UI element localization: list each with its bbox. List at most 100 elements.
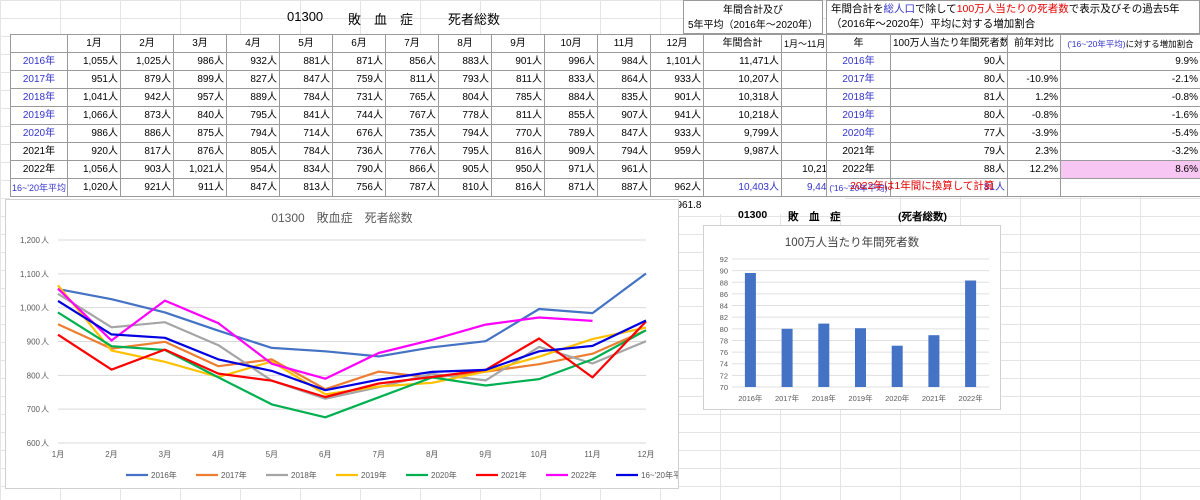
month-value: 866人 — [385, 160, 439, 179]
month-value: 907人 — [597, 106, 651, 125]
line-chart-title: 01300 敗血症 死者総数 — [271, 210, 412, 225]
month-value: 873人 — [120, 106, 174, 125]
month-value: 1,101人 — [650, 52, 704, 71]
table-row: 2018年 1,041人 942人 957人 889人 784人 731人 765人 804人 7… — [10, 88, 845, 107]
month-value: 941人 — [650, 106, 704, 125]
month-value: 810人 — [438, 178, 492, 197]
line-y-tick-unit: 人 — [41, 270, 49, 279]
year-cell: 2017年 — [826, 70, 891, 89]
year-cell: 2019年 — [826, 106, 891, 125]
series-line — [57, 272, 647, 358]
row-label: 2020年 — [10, 124, 68, 143]
month-value: 903人 — [120, 160, 174, 179]
bar-y-tick: 88 — [720, 278, 728, 287]
legend-label: 2019年 — [361, 470, 387, 480]
month-header: 12月 — [650, 34, 704, 53]
line-y-tick-unit: 人 — [41, 304, 49, 313]
month-value: 784人 — [279, 142, 333, 161]
annual-total-header-line2: 5年平均（2016年〜2020年） — [687, 20, 819, 31]
month-value: 811人 — [491, 70, 545, 89]
month-value: 1,020人 — [67, 178, 121, 197]
month-value: 794人 — [226, 124, 280, 143]
line-x-tick: 10月 — [531, 450, 548, 459]
line-x-tick: 3月 — [159, 450, 171, 459]
month-value: 911人 — [173, 178, 227, 197]
table-row: 2021年 920人 817人 876人 805人 784人 736人 776人 795人 816… — [10, 142, 845, 161]
line-x-tick: 5月 — [266, 450, 278, 459]
bar — [965, 280, 977, 387]
month-value: 954人 — [226, 160, 280, 179]
month-value: 778人 — [438, 106, 492, 125]
month-value — [650, 160, 704, 179]
annual-total: 10,218人 — [703, 106, 782, 125]
right-table-row: 2017年 80人 -10.9% -2.1% — [826, 70, 1200, 89]
legend-label: 2018年 — [291, 470, 317, 480]
annual-total: 9,799人 — [703, 124, 782, 143]
note-part-5: で表示及びその過去5年（2016年〜2020年）平均に対する増加割合 — [831, 3, 1180, 30]
month-value: 887人 — [597, 178, 651, 197]
month-value: 731人 — [332, 88, 386, 107]
year-cell: 2022年 — [826, 160, 891, 179]
month-value: 855人 — [544, 106, 598, 125]
line-x-tick: 4月 — [212, 450, 224, 459]
month-value: 804人 — [438, 88, 492, 107]
right-table-row: 2016年 90人 9.9% — [826, 52, 1200, 71]
right-table-row: 2022年 88人 12.2% 8.6% — [826, 160, 1200, 179]
month-value: 840人 — [173, 106, 227, 125]
month-value: 921人 — [120, 178, 174, 197]
row-label: 2022年 — [10, 160, 68, 179]
row-label: 2021年 — [10, 142, 68, 161]
month-value: 884人 — [544, 88, 598, 107]
bar-y-tick: 70 — [720, 383, 728, 392]
month-value: 736人 — [332, 142, 386, 161]
month-value: 785人 — [491, 88, 545, 107]
month-value: 776人 — [385, 142, 439, 161]
month-value: 794人 — [597, 142, 651, 161]
month-value: 770人 — [491, 124, 545, 143]
line-x-tick: 2月 — [105, 450, 117, 459]
month-value: 933人 — [650, 70, 704, 89]
line-y-tick-unit: 人 — [41, 338, 49, 347]
month-value: 834人 — [279, 160, 333, 179]
note-part-4: 100万人当たりの死者数 — [956, 3, 1069, 15]
month-value: 795人 — [438, 142, 492, 161]
bar-x-tick: 2016年 — [738, 393, 763, 403]
table-row: 2016年 1,055人 1,025人 986人 932人 881人 871人 856人 883… — [10, 52, 845, 71]
bar — [781, 328, 793, 387]
month-value: 787人 — [385, 178, 439, 197]
month-value: 875人 — [173, 124, 227, 143]
right-table-row: 2019年 80人 -0.8% -1.6% — [826, 106, 1200, 125]
yoy-value: 12.2% — [1007, 160, 1061, 179]
month-value: 996人 — [544, 52, 598, 71]
year-cell: 2020年 — [826, 124, 891, 143]
corner-cell — [10, 34, 68, 53]
yoy-value: -3.9% — [1007, 124, 1061, 143]
annual-total — [703, 160, 782, 179]
bar-y-tick: 90 — [720, 267, 728, 276]
annual-total: 11,471人 — [703, 52, 782, 71]
bar-x-tick: 2022年 — [959, 393, 984, 403]
line-y-tick: 1,100 — [20, 270, 41, 279]
bar-y-tick: 84 — [720, 302, 728, 311]
annual-total: 9,987人 — [703, 142, 782, 161]
vs-avg-value — [1060, 178, 1200, 197]
month-value: 879人 — [120, 70, 174, 89]
month-header: 8月 — [438, 34, 492, 53]
annual-total: 10,207人 — [703, 70, 782, 89]
month-header: 3月 — [173, 34, 227, 53]
month-value: 790人 — [332, 160, 386, 179]
right-header-row: 年 100万人当たり年間死者数 前年対比 ('16~'20年平均)に対する増加割合 — [826, 34, 1200, 53]
bar-x-tick: 2017年 — [775, 393, 800, 403]
month-value: 1,041人 — [67, 88, 121, 107]
month-value: 793人 — [438, 70, 492, 89]
month-value: 886人 — [120, 124, 174, 143]
per-million-value: 80人 — [890, 106, 1008, 125]
month-value: 961人 — [597, 160, 651, 179]
annual-total-header-line1: 年間合計及び — [723, 5, 783, 16]
year-cell: 2016年 — [826, 52, 891, 71]
legend-label: 2022年 — [571, 470, 597, 480]
month-value: 794人 — [438, 124, 492, 143]
month-header: 5月 — [279, 34, 333, 53]
right-table-row: 2018年 81人 1.2% -0.8% — [826, 88, 1200, 107]
